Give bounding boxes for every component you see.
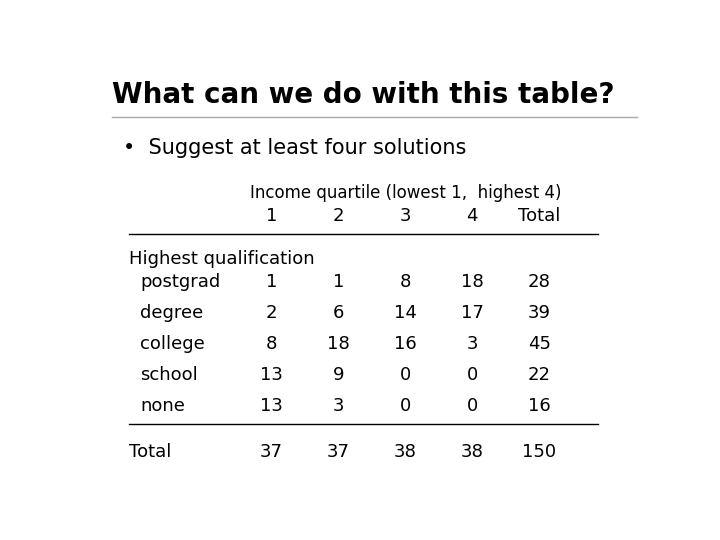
Text: 8: 8: [400, 273, 411, 291]
Text: postgrad: postgrad: [140, 273, 220, 291]
Text: 1: 1: [266, 273, 277, 291]
Text: 14: 14: [394, 304, 417, 322]
Text: 1: 1: [333, 273, 344, 291]
Text: 18: 18: [461, 273, 484, 291]
Text: 3: 3: [333, 397, 344, 415]
Text: 6: 6: [333, 304, 344, 322]
Text: school: school: [140, 366, 198, 384]
Text: 3: 3: [400, 207, 411, 225]
Text: 38: 38: [394, 443, 417, 461]
Text: 37: 37: [260, 443, 283, 461]
Text: 17: 17: [461, 304, 484, 322]
Text: 37: 37: [327, 443, 350, 461]
Text: 150: 150: [522, 443, 557, 461]
Text: What can we do with this table?: What can we do with this table?: [112, 82, 615, 110]
Text: 28: 28: [528, 273, 551, 291]
Text: Total: Total: [129, 443, 171, 461]
Text: 0: 0: [400, 366, 411, 384]
Text: college: college: [140, 335, 205, 353]
Text: 9: 9: [333, 366, 344, 384]
Text: 0: 0: [467, 366, 478, 384]
Text: 2: 2: [333, 207, 344, 225]
Text: 2: 2: [266, 304, 277, 322]
Text: 13: 13: [260, 397, 283, 415]
Text: Total: Total: [518, 207, 560, 225]
Text: 38: 38: [461, 443, 484, 461]
Text: 8: 8: [266, 335, 277, 353]
Text: Highest qualification: Highest qualification: [129, 250, 315, 268]
Text: 45: 45: [528, 335, 551, 353]
Text: none: none: [140, 397, 185, 415]
Text: degree: degree: [140, 304, 204, 322]
Text: 0: 0: [467, 397, 478, 415]
Text: 13: 13: [260, 366, 283, 384]
Text: Income quartile (lowest 1,  highest 4): Income quartile (lowest 1, highest 4): [250, 184, 561, 202]
Text: 4: 4: [467, 207, 478, 225]
Text: 39: 39: [528, 304, 551, 322]
Text: 0: 0: [400, 397, 411, 415]
Text: 16: 16: [528, 397, 551, 415]
Text: •  Suggest at least four solutions: • Suggest at least four solutions: [124, 138, 467, 158]
Text: 16: 16: [394, 335, 417, 353]
Text: 1: 1: [266, 207, 277, 225]
Text: 22: 22: [528, 366, 551, 384]
Text: 3: 3: [467, 335, 478, 353]
Text: 18: 18: [327, 335, 350, 353]
